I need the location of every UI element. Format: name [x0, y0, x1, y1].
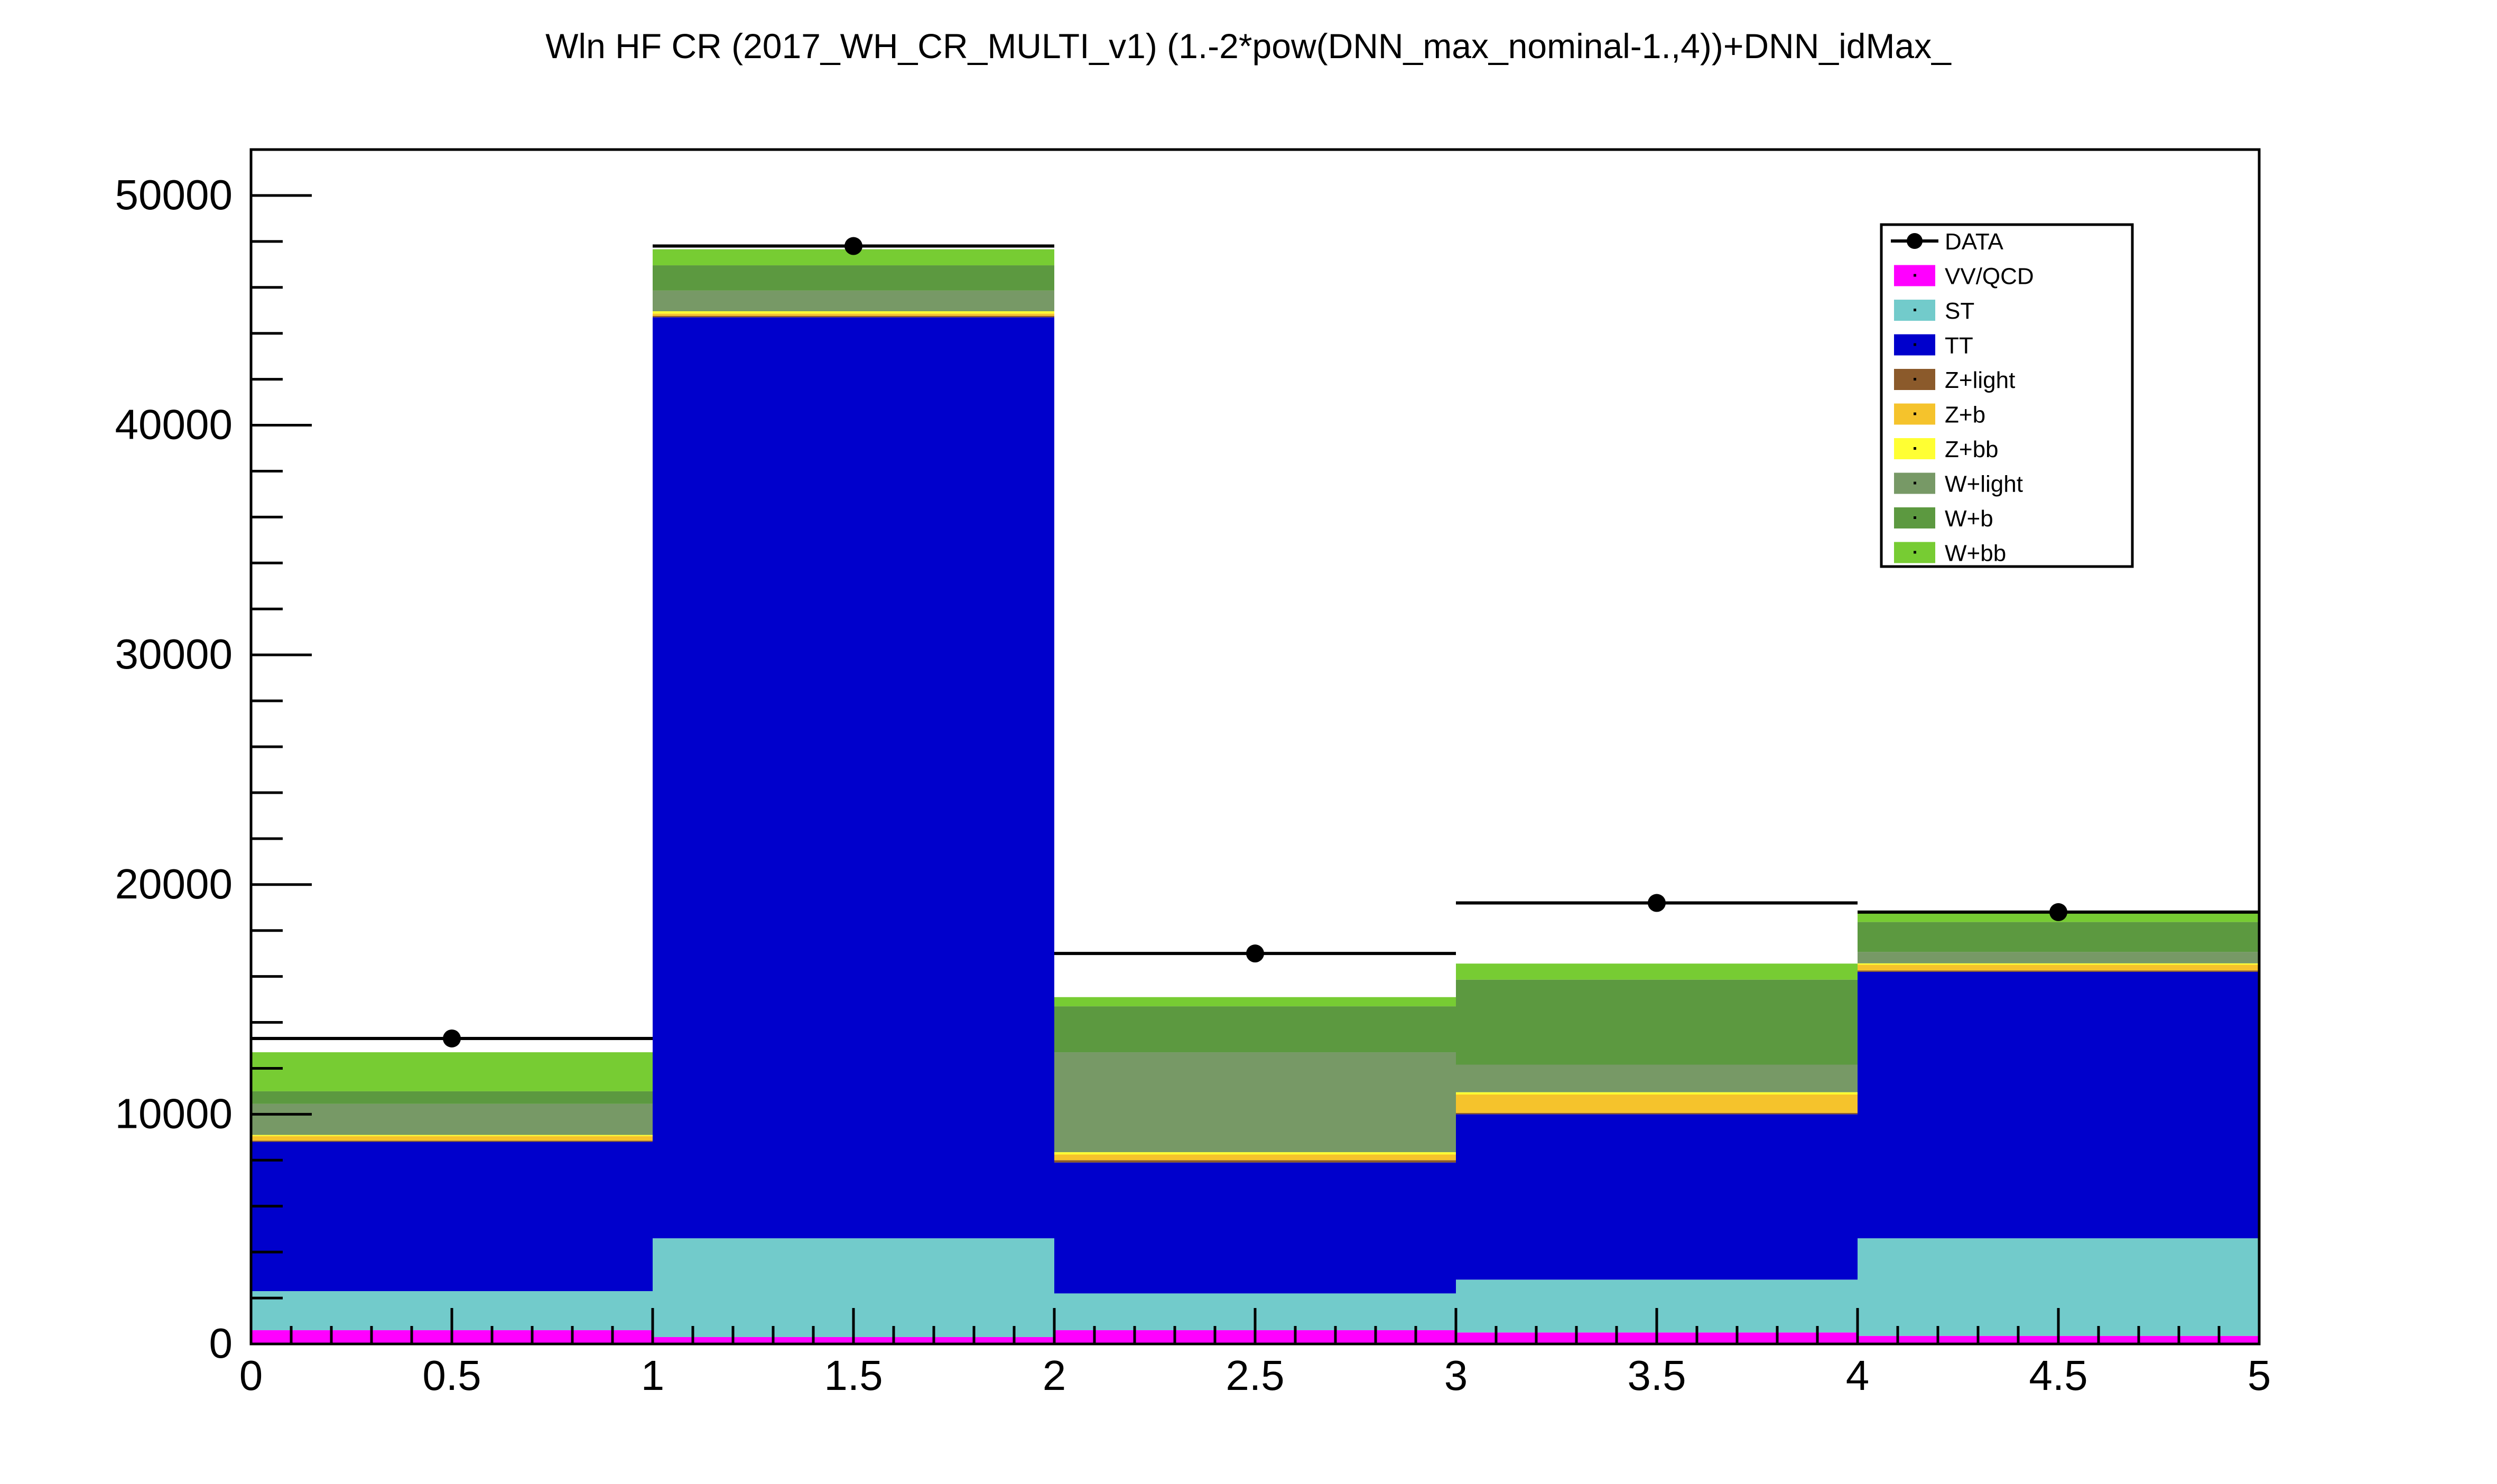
- bar-z-b-bin-3: [1456, 1095, 1858, 1113]
- bar-w-b-bin-1: [653, 265, 1054, 291]
- x-axis: 0 0.5 1 1.5 2 2.5 3 3.5 4 4.5 5: [239, 1308, 2271, 1399]
- bar-z-bb-bin-0: [251, 1135, 653, 1136]
- bar-z-b-bin-0: [251, 1136, 653, 1141]
- x-tick-label-0: 0: [239, 1352, 263, 1399]
- legend-swatch-dot-z-b: [1914, 412, 1916, 415]
- bar-tt-bin-0: [251, 1142, 653, 1292]
- bar-tt-bin-4: [1858, 971, 2259, 1239]
- bar-w-b-bin-2: [1054, 1006, 1456, 1053]
- legend-label-w-bb: W+bb: [1945, 541, 2006, 567]
- bar-w-light-bin-2: [1054, 1052, 1456, 1153]
- data-point-1: [844, 237, 862, 255]
- bar-z-light-bin-4: [1858, 970, 2259, 972]
- x-tick-label-3.5: 3.5: [1627, 1352, 1686, 1399]
- legend-marker-data: [1907, 233, 1923, 249]
- bar-z-light-bin-1: [653, 316, 1054, 318]
- data-point-2: [1246, 944, 1264, 963]
- y-tick-label-10000: 10000: [115, 1090, 233, 1137]
- legend-swatch-dot-z-bb: [1914, 447, 1916, 450]
- x-tick-label-1: 1: [641, 1352, 665, 1399]
- legend-swatch-dot-vv-qcd: [1914, 274, 1916, 277]
- legend-swatch-dot-st: [1914, 309, 1916, 311]
- bar-w-bb-bin-0: [251, 1052, 653, 1091]
- legend-swatch-dot-w-light: [1914, 481, 1916, 485]
- bar-tt-bin-3: [1456, 1114, 1858, 1280]
- bar-w-b-bin-3: [1456, 979, 1858, 1065]
- bar-z-b-bin-4: [1858, 964, 2259, 971]
- x-tick-label-1.5: 1.5: [824, 1352, 883, 1399]
- bar-w-bb-bin-3: [1456, 963, 1858, 980]
- legend-swatch-dot-w-b: [1914, 516, 1916, 519]
- data-points: [251, 237, 2259, 1047]
- bar-z-light-bin-2: [1054, 1160, 1456, 1163]
- bar-w-light-bin-0: [251, 1103, 653, 1135]
- bar-w-light-bin-4: [1858, 952, 2259, 963]
- legend-label-w-b: W+b: [1945, 506, 1993, 532]
- y-tick-label-30000: 30000: [115, 630, 233, 678]
- bar-w-b-bin-4: [1858, 922, 2259, 952]
- legend-label-data: DATA: [1945, 229, 2003, 255]
- bar-z-light-bin-0: [251, 1140, 653, 1142]
- data-point-4: [2049, 903, 2067, 921]
- legend-label-z-light: Z+light: [1945, 367, 2015, 393]
- legend-swatch-dot-z-light: [1914, 378, 1916, 381]
- legend-label-st: ST: [1945, 298, 1974, 324]
- legend: DATA VV/QCD ST TT Z+light Z+b Z+bb W+light W+b W+…: [1880, 223, 2134, 568]
- x-tick-label-5: 5: [2248, 1352, 2271, 1399]
- legend-label-z-bb: Z+bb: [1945, 437, 1999, 462]
- y-tick-label-40000: 40000: [115, 401, 233, 448]
- bar-z-bb-bin-4: [1858, 963, 2259, 965]
- legend-swatch-dot-tt: [1914, 343, 1916, 346]
- bar-w-light-bin-1: [653, 290, 1054, 311]
- x-tick-label-2: 2: [1043, 1352, 1066, 1399]
- legend-label-tt: TT: [1945, 333, 1973, 359]
- bar-z-light-bin-3: [1456, 1112, 1858, 1115]
- bar-w-bb-bin-2: [1054, 997, 1456, 1007]
- legend-swatch-dot-w-bb: [1914, 551, 1916, 554]
- legend-label-vv-qcd: VV/QCD: [1945, 264, 2034, 290]
- bar-w-b-bin-0: [251, 1091, 653, 1104]
- data-point-0: [443, 1029, 461, 1047]
- bar-tt-bin-1: [653, 317, 1054, 1239]
- bar-tt-bin-2: [1054, 1162, 1456, 1294]
- bar-w-light-bin-3: [1456, 1064, 1858, 1092]
- y-axis: 0 10000 20000 30000 40000 50000: [115, 148, 312, 1367]
- x-tick-label-2.5: 2.5: [1226, 1352, 1284, 1399]
- bar-z-bb-bin-2: [1054, 1152, 1456, 1155]
- y-tick-label-20000: 20000: [115, 860, 233, 907]
- x-tick-label-0.5: 0.5: [422, 1352, 481, 1399]
- bar-z-bb-bin-3: [1456, 1092, 1858, 1095]
- data-point-3: [1648, 894, 1666, 912]
- chart-title: Wln HF CR (2017_WH_CR_MULTI_v1) (1.-2*po…: [545, 26, 1952, 66]
- bar-z-b-bin-2: [1054, 1154, 1456, 1161]
- bar-z-b-bin-1: [653, 313, 1054, 316]
- y-tick-label-50000: 50000: [115, 171, 233, 218]
- legend-label-w-light: W+light: [1945, 471, 2023, 497]
- y-tick-label-0: 0: [209, 1320, 233, 1367]
- x-tick-label-3: 3: [1444, 1352, 1468, 1399]
- x-tick-label-4.5: 4.5: [2029, 1352, 2087, 1399]
- x-tick-label-4: 4: [1846, 1352, 1870, 1399]
- legend-label-z-b: Z+b: [1945, 402, 1985, 428]
- bar-z-bb-bin-1: [653, 311, 1054, 314]
